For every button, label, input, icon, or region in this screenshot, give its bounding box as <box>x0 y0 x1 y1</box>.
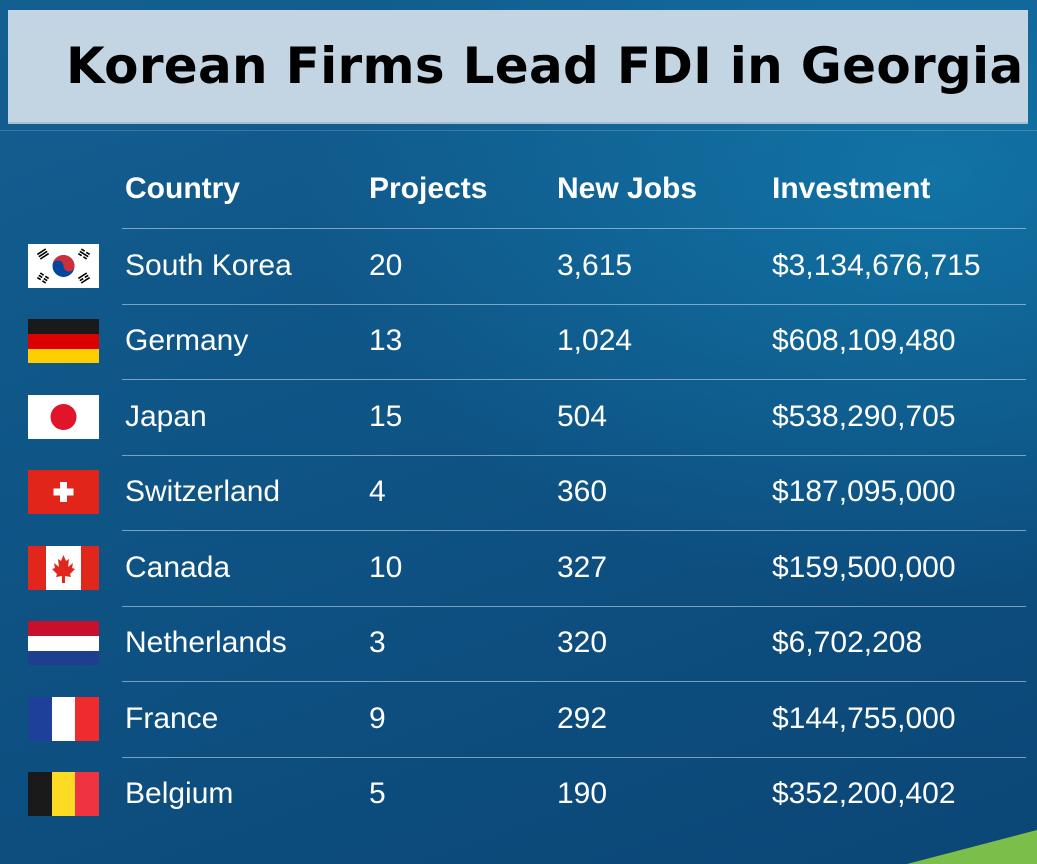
cell-new-jobs: 360 <box>557 475 608 509</box>
cell-projects: 9 <box>369 701 386 735</box>
cell-new-jobs: 320 <box>557 626 608 660</box>
cell-new-jobs: 504 <box>557 399 608 433</box>
cell-investment: $608,109,480 <box>772 324 956 358</box>
cell-country: Canada <box>125 550 231 584</box>
row-divider <box>122 681 1026 682</box>
corner-accent <box>907 830 1037 864</box>
cell-new-jobs: 1,024 <box>557 324 633 358</box>
cell-country: Germany <box>125 324 249 358</box>
row-divider <box>122 303 1026 305</box>
cell-country: France <box>125 701 219 735</box>
cell-investment: $3,134,676,715 <box>772 248 981 282</box>
flag-canada-icon <box>28 545 99 590</box>
flag-switzerland-icon <box>28 470 99 515</box>
row-divider <box>122 605 1026 607</box>
row-divider <box>122 228 1026 229</box>
cell-investment: $144,755,000 <box>772 701 956 735</box>
cell-investment: $352,200,402 <box>772 777 956 811</box>
cell-investment: $187,095,000 <box>772 475 956 509</box>
cell-new-jobs: 3,615 <box>557 248 633 282</box>
cell-country: Netherlands <box>125 626 287 660</box>
cell-projects: 3 <box>369 626 386 660</box>
cell-projects: 10 <box>369 550 403 584</box>
cell-projects: 13 <box>369 324 403 358</box>
cell-projects: 4 <box>369 475 386 509</box>
header-projects: Projects <box>369 172 488 205</box>
cell-new-jobs: 190 <box>557 777 608 811</box>
cell-projects: 15 <box>369 399 403 433</box>
cell-projects: 5 <box>369 777 386 811</box>
row-divider <box>122 379 1026 380</box>
row-divider <box>122 756 1026 758</box>
header-investment: Investment <box>772 172 931 205</box>
flag-france-icon <box>28 696 99 741</box>
flag-japan-icon <box>28 394 99 439</box>
title-bar: Korean Firms Lead FDI in Georgia <box>8 10 1028 124</box>
header-country: Country <box>125 172 240 205</box>
cell-country: Belgium <box>125 777 234 811</box>
row-divider <box>122 454 1026 456</box>
cell-new-jobs: 292 <box>557 701 608 735</box>
header-new-jobs: New Jobs <box>557 172 698 205</box>
cell-country: Switzerland <box>125 475 281 509</box>
row-divider <box>122 530 1026 531</box>
flag-netherlands-icon <box>28 621 99 666</box>
cell-investment: $6,702,208 <box>772 626 923 660</box>
cell-new-jobs: 327 <box>557 550 608 584</box>
page-title: Korean Firms Lead FDI in Georgia <box>66 37 1024 95</box>
cell-investment: $538,290,705 <box>772 399 956 433</box>
cell-country: South Korea <box>125 248 292 282</box>
flag-germany-icon <box>28 319 99 364</box>
flag-belgium-icon <box>28 772 99 817</box>
cell-projects: 20 <box>369 248 403 282</box>
flag-south-korea-icon <box>28 243 99 288</box>
cell-country: Japan <box>125 399 207 433</box>
cell-investment: $159,500,000 <box>772 550 956 584</box>
divider <box>0 130 1037 131</box>
